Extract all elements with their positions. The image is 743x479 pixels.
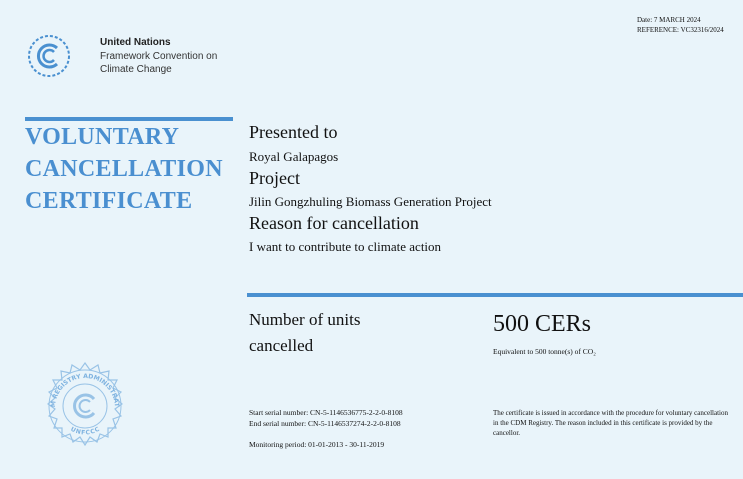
seal: CDM REGISTRY ADMINISTRATOR UNFCCC bbox=[38, 361, 123, 447]
divider bbox=[25, 117, 233, 121]
units-label: Number of units bbox=[249, 310, 361, 329]
field-value: Royal Galapagos bbox=[249, 149, 339, 164]
date: Date: 7 MARCH 2024 bbox=[637, 16, 701, 24]
field-value: I want to contribute to climate action bbox=[249, 239, 442, 254]
units-amount: 500 CERs bbox=[493, 311, 592, 337]
title-line: CERTIFICATE bbox=[25, 188, 193, 214]
note: The certificate is issued in accordance … bbox=[493, 409, 728, 437]
field-label: Project bbox=[249, 168, 300, 188]
divider bbox=[247, 293, 743, 297]
org-name: United Nations bbox=[100, 37, 171, 48]
field-label: Reason for cancellation bbox=[249, 213, 419, 233]
seal-bottom-text: UNFCCC bbox=[69, 426, 101, 437]
units-label: cancelled bbox=[249, 336, 314, 355]
unfccc-emblem bbox=[28, 35, 70, 77]
end-serial: End serial number: CN-5-1146537274-2-2-0… bbox=[249, 419, 401, 428]
start-serial: Start serial number: CN-5-1146536775-2-2… bbox=[249, 408, 403, 417]
field-label: Presented to bbox=[249, 122, 338, 142]
field-value: Jilin Gongzhuling Biomass Generation Pro… bbox=[249, 194, 492, 209]
seal-bottom: UNFCCC bbox=[69, 426, 101, 437]
title-line: CANCELLATION bbox=[25, 156, 223, 182]
org-line: Climate Change bbox=[100, 64, 172, 75]
monitoring-period: Monitoring period: 01-01-2013 - 30-11-20… bbox=[249, 440, 385, 449]
reference: REFERENCE: VC32316/2024 bbox=[637, 26, 724, 34]
org-line: Framework Convention on bbox=[100, 51, 218, 62]
title-line: VOLUNTARY bbox=[25, 124, 180, 150]
units-equivalent: Equivalent to 500 tonne(s) of CO₂ bbox=[493, 347, 596, 356]
